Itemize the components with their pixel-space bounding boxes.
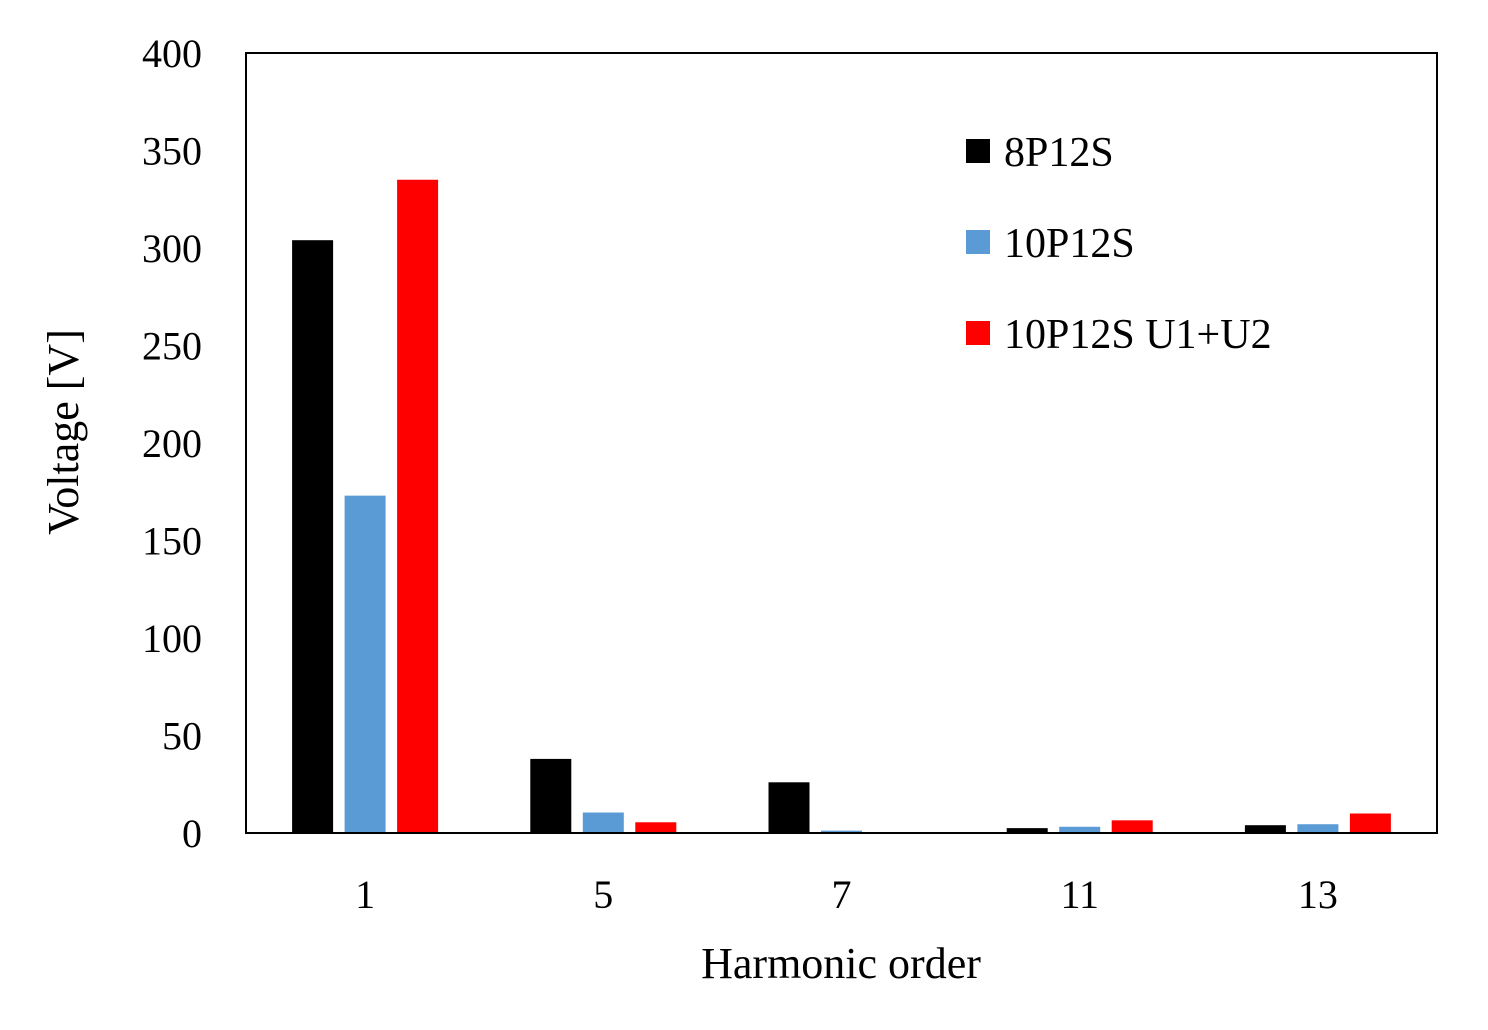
y-tick-label: 100: [142, 616, 202, 661]
x-tick-label: 5: [593, 872, 613, 917]
legend: 8P12S 10P12S 10P12S U1+U2: [966, 130, 1272, 358]
bar-10p12s-order-7: [821, 830, 862, 833]
bar-8p12s-order-7: [768, 782, 810, 833]
legend-label: 10P12S U1+U2: [1004, 312, 1272, 358]
legend-label: 8P12S: [1004, 130, 1114, 176]
x-axis-ticks: 1 5 7 11 13: [355, 872, 1338, 917]
bar-8p12s-order-11: [1006, 828, 1048, 833]
y-axis-title: Voltage [V]: [39, 329, 88, 535]
bar-10p12s-u1-u2-order-5: [635, 822, 677, 833]
y-tick-label: 50: [162, 714, 202, 759]
y-tick-label: 250: [142, 324, 202, 369]
legend-swatch: [966, 230, 990, 254]
x-tick-label: 7: [832, 872, 852, 917]
bar-10p12s-order-11: [1059, 826, 1101, 833]
x-tick-label: 1: [355, 872, 375, 917]
bar-8p12s-order-1: [292, 240, 334, 833]
bar-10p12s-u1-u2-order-13: [1349, 813, 1391, 833]
y-axis-ticks: 0 50 100 150 200 250 300 350 400: [142, 31, 202, 856]
x-tick-label: 13: [1298, 872, 1338, 917]
x-axis-title: Harmonic order: [701, 939, 981, 988]
legend-label: 10P12S: [1004, 221, 1135, 267]
bar-10p12s-order-13: [1297, 824, 1339, 833]
y-tick-label: 0: [182, 811, 202, 856]
legend-swatch: [966, 321, 990, 345]
bar-10p12s-order-1: [344, 495, 386, 833]
x-tick-label: 11: [1060, 872, 1099, 917]
bar-8p12s-order-13: [1244, 825, 1286, 833]
bar-10p12s-u1-u2-order-11: [1111, 820, 1153, 833]
bar-8p12s-order-5: [530, 758, 572, 833]
y-tick-label: 400: [142, 31, 202, 76]
y-tick-label: 200: [142, 421, 202, 466]
bar-10p12s-order-5: [582, 812, 624, 833]
bar-10p12s-u1-u2-order-1: [397, 179, 439, 833]
plot-area-frame: [245, 52, 1438, 834]
legend-swatch: [966, 139, 990, 163]
bars-layer: [292, 179, 1391, 833]
y-tick-label: 300: [142, 226, 202, 271]
y-tick-label: 150: [142, 519, 202, 564]
y-tick-label: 350: [142, 129, 202, 174]
